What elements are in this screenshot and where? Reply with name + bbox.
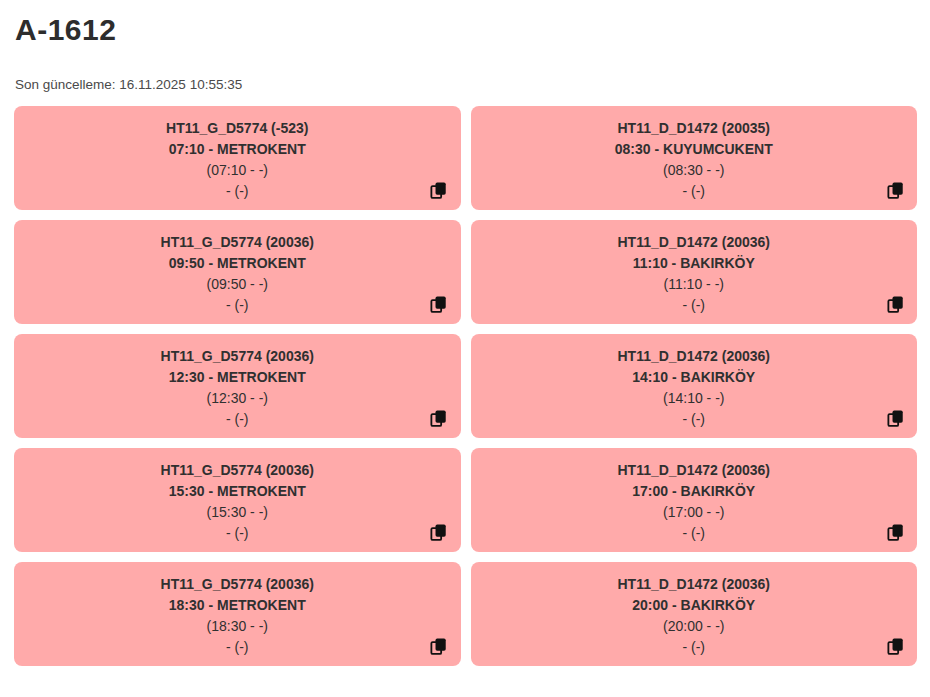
- copy-button[interactable]: [429, 408, 449, 428]
- trip-card: HT11_D_D1472 (20036) 20:00 - BAKIRKÖY (2…: [471, 562, 918, 666]
- trip-actual-times: - (-): [511, 637, 878, 658]
- trip-card: HT11_G_D5774 (-523) 07:10 - METROKENT (0…: [14, 106, 461, 210]
- trip-route-label: HT11_D_D1472 (20035): [511, 118, 878, 139]
- copy-icon: [887, 638, 904, 655]
- trip-route-label: HT11_G_D5774 (20036): [54, 346, 421, 367]
- trip-actual-times: - (-): [511, 295, 878, 316]
- trip-time-destination: 11:10 - BAKIRKÖY: [511, 253, 878, 274]
- copy-button[interactable]: [885, 294, 905, 314]
- last-update-text: Son güncelleme: 16.11.2025 10:55:35: [15, 77, 915, 92]
- trip-planned-times: (09:50 - -): [54, 274, 421, 295]
- copy-button[interactable]: [429, 294, 449, 314]
- trip-actual-times: - (-): [54, 523, 421, 544]
- trip-time-destination: 20:00 - BAKIRKÖY: [511, 595, 878, 616]
- schedule-grid: HT11_G_D5774 (-523) 07:10 - METROKENT (0…: [0, 106, 930, 686]
- trip-card: HT11_G_D5774 (20036) 15:30 - METROKENT (…: [14, 448, 461, 552]
- trip-route-label: HT11_G_D5774 (20036): [54, 460, 421, 481]
- copy-button[interactable]: [885, 180, 905, 200]
- copy-icon: [430, 524, 447, 541]
- copy-icon: [887, 524, 904, 541]
- copy-icon: [887, 296, 904, 313]
- trip-actual-times: - (-): [54, 409, 421, 430]
- trip-time-destination: 12:30 - METROKENT: [54, 367, 421, 388]
- trip-actual-times: - (-): [54, 181, 421, 202]
- trip-time-destination: 08:30 - KUYUMCUKENT: [511, 139, 878, 160]
- page-title: A-1612: [15, 14, 915, 46]
- copy-button[interactable]: [429, 522, 449, 542]
- trip-card: HT11_D_D1472 (20036) 11:10 - BAKIRKÖY (1…: [471, 220, 918, 324]
- trip-route-label: HT11_D_D1472 (20036): [511, 346, 878, 367]
- trip-time-destination: 15:30 - METROKENT: [54, 481, 421, 502]
- copy-button[interactable]: [885, 522, 905, 542]
- trip-planned-times: (20:00 - -): [511, 616, 878, 637]
- copy-button[interactable]: [429, 180, 449, 200]
- copy-icon: [430, 638, 447, 655]
- trip-planned-times: (12:30 - -): [54, 388, 421, 409]
- copy-icon: [887, 410, 904, 427]
- copy-button[interactable]: [885, 636, 905, 656]
- trip-planned-times: (15:30 - -): [54, 502, 421, 523]
- trip-route-label: HT11_D_D1472 (20036): [511, 232, 878, 253]
- trip-planned-times: (07:10 - -): [54, 160, 421, 181]
- trip-planned-times: (14:10 - -): [511, 388, 878, 409]
- trip-actual-times: - (-): [54, 637, 421, 658]
- trip-actual-times: - (-): [511, 409, 878, 430]
- trip-route-label: HT11_G_D5774 (20036): [54, 574, 421, 595]
- trip-route-label: HT11_D_D1472 (20036): [511, 460, 878, 481]
- trip-time-destination: 07:10 - METROKENT: [54, 139, 421, 160]
- trip-card: HT11_G_D5774 (20036) 12:30 - METROKENT (…: [14, 334, 461, 438]
- trip-planned-times: (11:10 - -): [511, 274, 878, 295]
- copy-icon: [887, 182, 904, 199]
- trip-time-destination: 18:30 - METROKENT: [54, 595, 421, 616]
- trip-card: HT11_D_D1472 (20036) 17:00 - BAKIRKÖY (1…: [471, 448, 918, 552]
- copy-icon: [430, 410, 447, 427]
- trip-card: HT11_G_D5774 (20036) 18:30 - METROKENT (…: [14, 562, 461, 666]
- trip-actual-times: - (-): [511, 181, 878, 202]
- trip-time-destination: 09:50 - METROKENT: [54, 253, 421, 274]
- page-header: A-1612 Son güncelleme: 16.11.2025 10:55:…: [0, 14, 930, 92]
- copy-button[interactable]: [885, 408, 905, 428]
- trip-card: HT11_D_D1472 (20035) 08:30 - KUYUMCUKENT…: [471, 106, 918, 210]
- trip-planned-times: (18:30 - -): [54, 616, 421, 637]
- trip-time-destination: 14:10 - BAKIRKÖY: [511, 367, 878, 388]
- trip-actual-times: - (-): [511, 523, 878, 544]
- trip-card: HT11_D_D1472 (20036) 14:10 - BAKIRKÖY (1…: [471, 334, 918, 438]
- trip-route-label: HT11_G_D5774 (20036): [54, 232, 421, 253]
- trip-planned-times: (17:00 - -): [511, 502, 878, 523]
- trip-route-label: HT11_G_D5774 (-523): [54, 118, 421, 139]
- copy-icon: [430, 296, 447, 313]
- trip-actual-times: - (-): [54, 295, 421, 316]
- copy-button[interactable]: [429, 636, 449, 656]
- trip-route-label: HT11_D_D1472 (20036): [511, 574, 878, 595]
- trip-card: HT11_G_D5774 (20036) 09:50 - METROKENT (…: [14, 220, 461, 324]
- copy-icon: [430, 182, 447, 199]
- trip-planned-times: (08:30 - -): [511, 160, 878, 181]
- trip-time-destination: 17:00 - BAKIRKÖY: [511, 481, 878, 502]
